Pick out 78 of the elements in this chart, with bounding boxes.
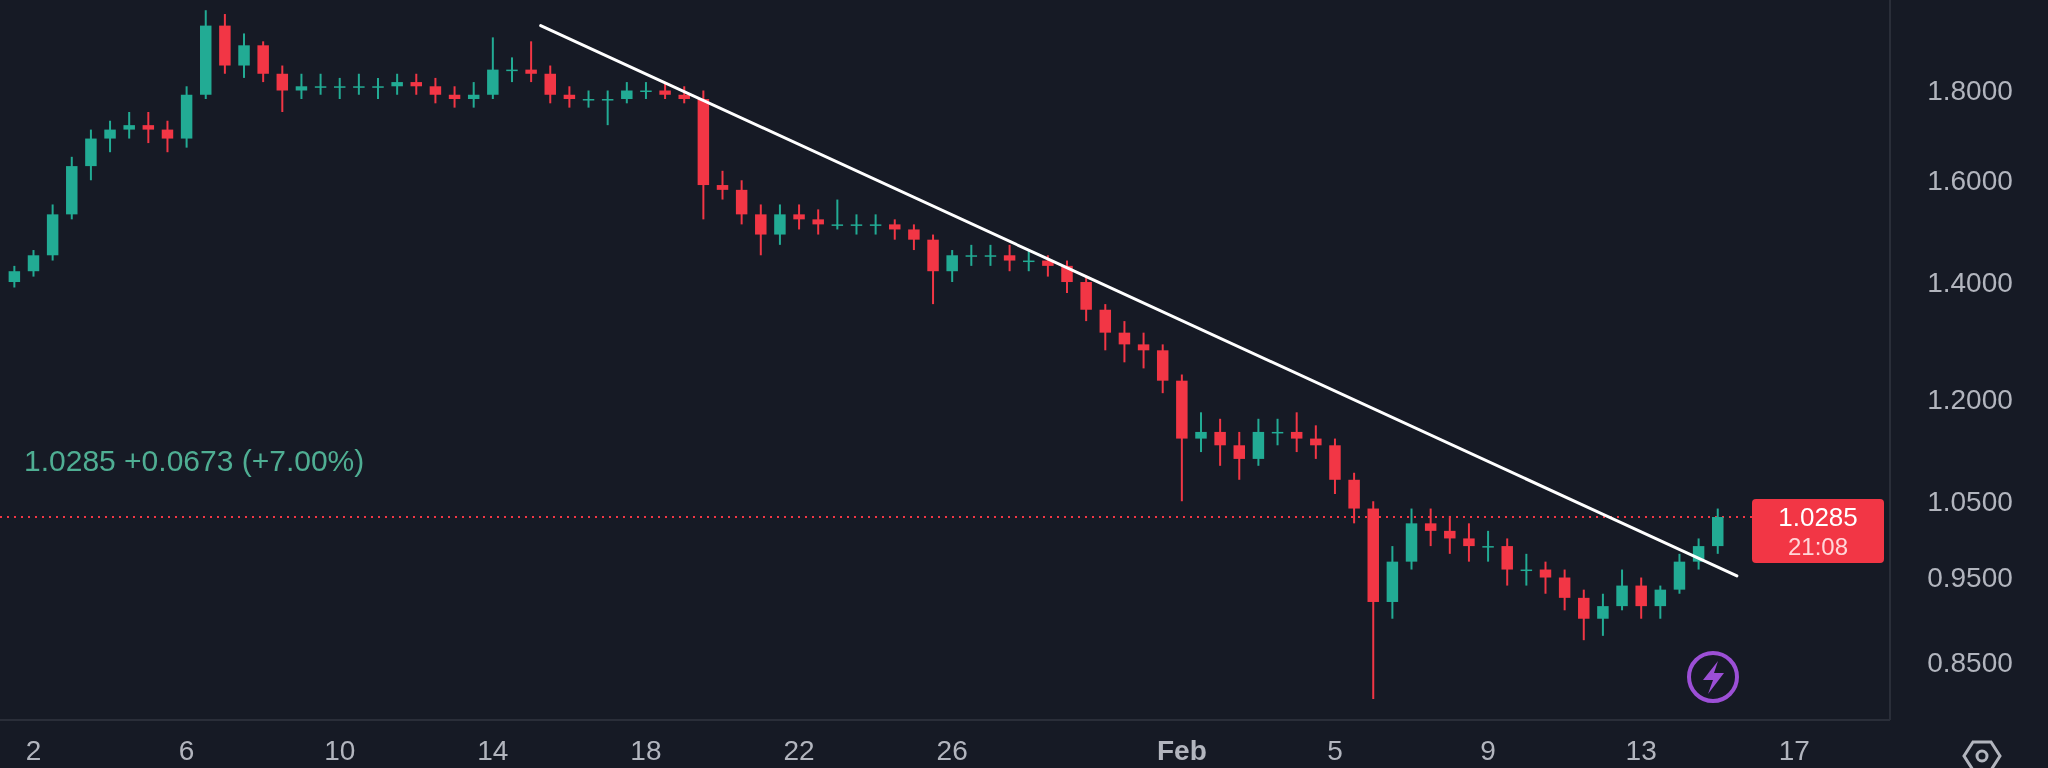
candlestick bbox=[908, 223, 920, 252]
candlestick bbox=[238, 32, 250, 79]
candlestick bbox=[1214, 417, 1226, 467]
candlestick bbox=[295, 72, 308, 101]
candlestick bbox=[1444, 514, 1456, 555]
candlestick bbox=[1099, 303, 1112, 352]
y-tick-label: 0.8500 bbox=[1927, 646, 2013, 678]
candlestick bbox=[1290, 411, 1303, 454]
candlestick bbox=[812, 208, 824, 236]
candlestick bbox=[142, 110, 155, 145]
candlestick bbox=[123, 110, 135, 140]
candlestick bbox=[1482, 529, 1494, 563]
candlestick bbox=[27, 249, 40, 278]
candlestick bbox=[353, 72, 365, 96]
candlestick bbox=[563, 85, 576, 109]
candlestick bbox=[621, 81, 633, 105]
candlestick bbox=[984, 243, 997, 267]
candlestick bbox=[946, 249, 958, 284]
candlestick bbox=[429, 76, 442, 105]
candlestick bbox=[1539, 560, 1552, 595]
candlestick bbox=[869, 213, 882, 236]
candlestick bbox=[850, 213, 863, 236]
candlestick bbox=[601, 89, 614, 127]
candlestick bbox=[8, 264, 21, 289]
candlestick bbox=[1616, 568, 1628, 612]
x-tick-label: 22 bbox=[783, 734, 815, 766]
x-tick-label: 17 bbox=[1778, 734, 1810, 766]
y-tick-label: 0.9500 bbox=[1927, 562, 2013, 594]
candlestick bbox=[1310, 424, 1322, 460]
candlestick bbox=[410, 72, 423, 96]
annotation: 21:08 bbox=[1787, 532, 1849, 560]
candlestick bbox=[104, 119, 116, 154]
candlestick bbox=[276, 64, 289, 113]
candlestick bbox=[161, 119, 174, 154]
x-tick-label: 9 bbox=[1480, 734, 1496, 766]
x-tick-label: 2 bbox=[25, 734, 42, 766]
candlestick bbox=[965, 243, 978, 267]
y-tick-label: 1.6000 bbox=[1927, 164, 2013, 196]
candlestick bbox=[1003, 243, 1016, 273]
candlestick bbox=[1118, 320, 1131, 364]
ref-line-label: 1.0285 bbox=[1778, 502, 1858, 533]
candlestick bbox=[391, 72, 403, 96]
candlestick bbox=[889, 218, 901, 241]
candlestick bbox=[1501, 537, 1513, 587]
candlestick bbox=[774, 203, 786, 246]
candlestick bbox=[333, 76, 346, 101]
candlestick bbox=[1654, 584, 1667, 620]
annotation: 1.0285 +0.0673 (+7.00%) bbox=[24, 443, 365, 477]
candlestick bbox=[1558, 568, 1571, 612]
candlestick bbox=[1233, 430, 1245, 481]
y-tick-label: 1.2000 bbox=[1927, 384, 2013, 415]
candlestick bbox=[1195, 411, 1207, 454]
candlestick bbox=[372, 76, 384, 101]
candlestick bbox=[1137, 331, 1150, 370]
x-tick-label: 18 bbox=[630, 734, 662, 766]
candlestick bbox=[831, 198, 844, 231]
candlestick bbox=[755, 203, 767, 257]
candlestick bbox=[544, 64, 556, 105]
x-tick-label: 10 bbox=[324, 734, 356, 766]
candlestick bbox=[525, 40, 537, 84]
candlestick bbox=[793, 203, 805, 231]
candlestick bbox=[448, 85, 461, 109]
x-tick-label: 26 bbox=[936, 734, 968, 766]
candlestick bbox=[716, 169, 729, 201]
x-tick-label: 14 bbox=[477, 734, 509, 766]
candlestick bbox=[314, 72, 327, 96]
candlestick bbox=[467, 81, 480, 109]
candlestick bbox=[1578, 588, 1590, 642]
y-tick-label: 1.8000 bbox=[1927, 75, 2013, 107]
x-tick-label: Feb bbox=[1156, 734, 1207, 766]
candlestick bbox=[1635, 576, 1647, 620]
x-tick-label: 6 bbox=[178, 734, 195, 766]
y-tick-label: 1.0500 bbox=[1927, 485, 2013, 517]
x-tick-label: 13 bbox=[1625, 734, 1657, 766]
candlestick bbox=[1597, 592, 1609, 637]
y-tick-label: 1.4000 bbox=[1927, 266, 2013, 298]
candlestick bbox=[1463, 522, 1475, 563]
x-tick-label: 5 bbox=[1327, 734, 1343, 766]
